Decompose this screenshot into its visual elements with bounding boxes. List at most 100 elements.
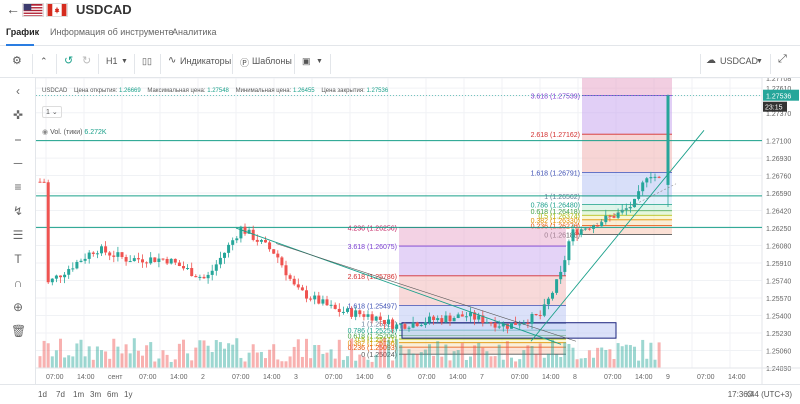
indicators-button[interactable]: Индикаторы: [180, 56, 232, 66]
volume-bar: [432, 355, 436, 368]
trendline[interactable]: [530, 129, 705, 342]
settings-gear-icon[interactable]: ⚙: [12, 55, 22, 67]
text-icon[interactable]: T: [14, 252, 22, 266]
candle-body: [370, 314, 374, 321]
candle-body: [534, 314, 538, 316]
candle-body: [108, 252, 112, 256]
volume-bar: [153, 361, 157, 368]
horizontal-line-icon[interactable]: ─: [13, 156, 23, 170]
zoom-icon[interactable]: ⊕: [12, 300, 24, 314]
volume-bar: [243, 361, 247, 368]
undo-icon[interactable]: ↺: [64, 55, 74, 67]
channel-icon[interactable]: ≡: [14, 180, 22, 194]
volume-bar: [538, 343, 542, 368]
volume-bar: [50, 356, 54, 368]
fib-zone: [399, 227, 566, 247]
candle-body: [198, 276, 202, 278]
time-axis-label: 07:00: [139, 374, 157, 381]
fib-zone: [399, 342, 566, 348]
eye-icon[interactable]: ◉: [42, 129, 49, 136]
chevron-down-icon[interactable]: ▼: [756, 58, 763, 65]
tab-chart[interactable]: График: [6, 27, 40, 37]
volume-bar: [227, 343, 231, 368]
volume-bar: [67, 355, 71, 368]
candle-body: [473, 312, 477, 320]
range-3m[interactable]: 3m: [90, 390, 102, 399]
candle-body: [567, 241, 571, 261]
volume-bar: [124, 344, 128, 368]
time-axis-label: 7: [480, 374, 484, 381]
time-axis-label: 9: [666, 374, 670, 381]
trendline[interactable]: [581, 183, 677, 232]
volume-bar: [354, 360, 358, 368]
candle-body: [243, 226, 247, 234]
collapse-arrow-icon[interactable]: ‹: [16, 84, 20, 98]
volume-bar: [337, 339, 341, 368]
symbol-select-button[interactable]: USDCAD: [720, 56, 759, 66]
crosshair-icon[interactable]: ✜: [12, 108, 24, 122]
cloud-icon[interactable]: ☁: [706, 55, 716, 66]
candle-body: [542, 304, 546, 316]
legend-high-value: 1.27548: [207, 88, 229, 94]
chevron-down-icon[interactable]: ▼: [316, 58, 323, 65]
volume-bar: [583, 358, 587, 368]
range-1m[interactable]: 1m: [73, 390, 85, 399]
volume-bar: [218, 342, 222, 368]
candle-body: [177, 262, 181, 267]
price-scale-label: 1.26250: [766, 226, 791, 233]
price-chart[interactable]: 1.277081.276101.275361.273701.271001.269…: [36, 78, 800, 384]
volume-bar: [620, 346, 624, 368]
time-axis-label: 8: [573, 374, 577, 381]
chevron-down-icon[interactable]: ▼: [121, 58, 128, 65]
range-1y[interactable]: 1y: [124, 390, 133, 399]
price-scale-label: 1.25060: [766, 349, 791, 356]
range-6m[interactable]: 6m: [107, 390, 119, 399]
tab-instrument-info[interactable]: Информация об инструменте: [50, 27, 174, 37]
trendline-icon[interactable]: ⎯: [14, 132, 21, 146]
collapsed-indicators-toggle[interactable]: 1 ⌄: [42, 106, 62, 118]
chart-area[interactable]: 1.277081.276101.275361.273701.271001.269…: [36, 78, 800, 384]
trendline[interactable]: [275, 243, 577, 342]
tab-analytics[interactable]: Аналитика: [172, 27, 217, 37]
candle-body: [448, 315, 452, 322]
candle-body: [194, 276, 198, 278]
candle-body: [608, 215, 612, 217]
redo-icon[interactable]: ↻: [82, 55, 92, 67]
volume-bar: [567, 343, 571, 368]
interval-select[interactable]: H1: [106, 56, 118, 66]
templates-button[interactable]: Шаблоны: [252, 56, 292, 66]
candle-body: [382, 319, 386, 325]
divider: [770, 54, 771, 74]
range-1d[interactable]: 1d: [38, 390, 47, 399]
range-7d[interactable]: 7d: [56, 390, 65, 399]
volume-bar: [186, 353, 190, 368]
magnet-icon[interactable]: ∩: [13, 276, 23, 290]
pitchfork-icon[interactable]: ↯: [12, 204, 24, 218]
candle-body: [583, 228, 587, 230]
candle-body: [563, 260, 567, 272]
volume-bar: [182, 339, 185, 368]
trendline[interactable]: [235, 227, 562, 345]
back-arrow-icon[interactable]: ←: [6, 1, 20, 17]
fullscreen-icon[interactable]: ⤢: [778, 53, 787, 65]
volume-bar: [600, 347, 604, 368]
time-axis-label: 07:00: [46, 374, 64, 381]
candle-body: [79, 260, 83, 262]
chart-settings-gear-icon[interactable]: ⚙: [745, 389, 754, 399]
volume-bar: [272, 344, 276, 368]
volume-bar: [518, 359, 522, 368]
candle-body: [514, 322, 518, 325]
candle-body: [284, 265, 288, 276]
fibonacci-icon[interactable]: ☰: [12, 228, 24, 242]
candles-icon[interactable]: ▯▯: [142, 56, 152, 66]
volume-legend: ◉ Vol. (тики) 6.272K: [42, 128, 107, 136]
chevron-up-icon[interactable]: ⌃: [40, 56, 48, 66]
collapsed-count: 1: [46, 109, 50, 116]
volume-bar: [120, 353, 124, 368]
camera-icon[interactable]: ▣: [302, 56, 311, 66]
selected-rectangle[interactable]: [401, 322, 617, 339]
candle-body: [190, 268, 194, 277]
trash-icon[interactable]: 🗑: [11, 324, 27, 338]
candle-body: [182, 266, 185, 269]
volume-bar: [280, 361, 284, 368]
